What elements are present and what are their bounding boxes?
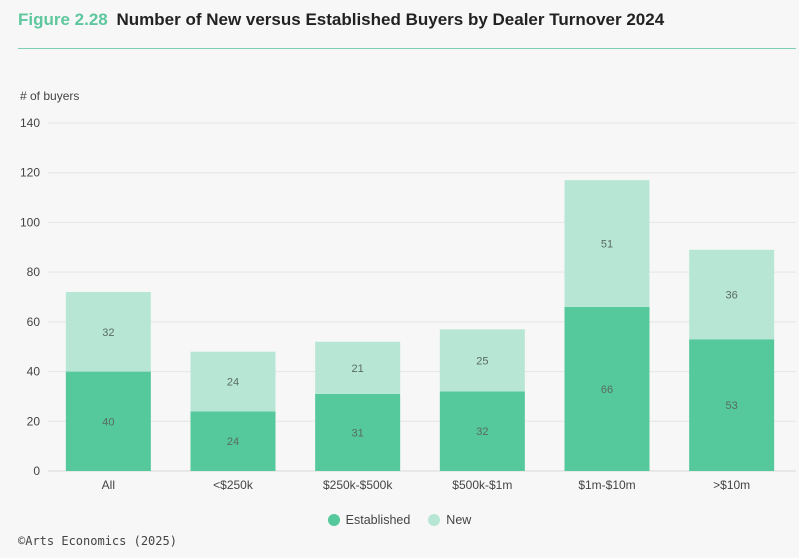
data-label-new: 51 bbox=[601, 239, 613, 251]
legend-item-established: Established bbox=[327, 513, 411, 527]
data-label-established: 66 bbox=[601, 384, 613, 396]
bar-new bbox=[315, 341, 401, 394]
y-tick-label: 60 bbox=[27, 315, 41, 329]
legend-swatch-established bbox=[327, 514, 340, 526]
data-label-new: 21 bbox=[352, 363, 364, 375]
bar-established bbox=[65, 371, 151, 471]
bar-established bbox=[315, 393, 401, 471]
y-tick-label: 80 bbox=[27, 265, 41, 279]
chart-title: Figure 2.28 Number of New versus Establi… bbox=[18, 10, 664, 30]
source-credit: ©Arts Economics (2025) bbox=[18, 534, 177, 548]
legend-item-new: New bbox=[428, 513, 471, 527]
data-label-new: 32 bbox=[102, 327, 114, 339]
legend-swatch-new bbox=[428, 514, 441, 526]
y-axis-label: # of buyers bbox=[20, 89, 80, 103]
legend-label-new: New bbox=[446, 513, 472, 527]
data-label-new: 24 bbox=[227, 377, 239, 389]
x-tick-label: $250k-$500k bbox=[323, 478, 393, 492]
x-tick-label: All bbox=[102, 478, 115, 492]
data-label-established: 24 bbox=[227, 436, 239, 448]
data-label-new: 36 bbox=[726, 290, 738, 302]
x-tick-label: <$250k bbox=[213, 478, 254, 492]
bar-new bbox=[65, 292, 151, 372]
figure-label: Figure 2.28 bbox=[18, 10, 108, 29]
title-divider bbox=[18, 48, 796, 49]
bar-established bbox=[689, 339, 775, 471]
y-tick-label: 40 bbox=[27, 365, 41, 379]
x-tick-label: >$10m bbox=[713, 478, 750, 492]
figure-title: Number of New versus Established Buyers … bbox=[116, 10, 665, 29]
bar-established bbox=[190, 411, 276, 471]
data-label-established: 31 bbox=[352, 427, 364, 439]
bar-new bbox=[689, 249, 775, 340]
data-label-established: 32 bbox=[476, 426, 488, 438]
y-tick-label: 0 bbox=[33, 464, 40, 478]
x-tick-label: $1m-$10m bbox=[578, 478, 635, 492]
bar-new bbox=[564, 180, 650, 307]
y-tick-label: 100 bbox=[20, 215, 40, 229]
y-tick-label: 20 bbox=[27, 414, 41, 428]
data-label-established: 53 bbox=[726, 400, 738, 412]
x-tick-label: $500k-$1m bbox=[452, 478, 512, 492]
data-label-established: 40 bbox=[102, 416, 114, 428]
bar-established bbox=[564, 306, 650, 471]
bar-new bbox=[439, 329, 525, 392]
bar-established bbox=[439, 391, 525, 471]
legend: Established New bbox=[0, 513, 799, 527]
data-label-new: 25 bbox=[476, 355, 488, 367]
y-tick-label: 140 bbox=[20, 116, 40, 130]
bar-new bbox=[190, 351, 276, 412]
legend-label-established: Established bbox=[345, 513, 411, 527]
y-tick-label: 120 bbox=[20, 166, 40, 180]
